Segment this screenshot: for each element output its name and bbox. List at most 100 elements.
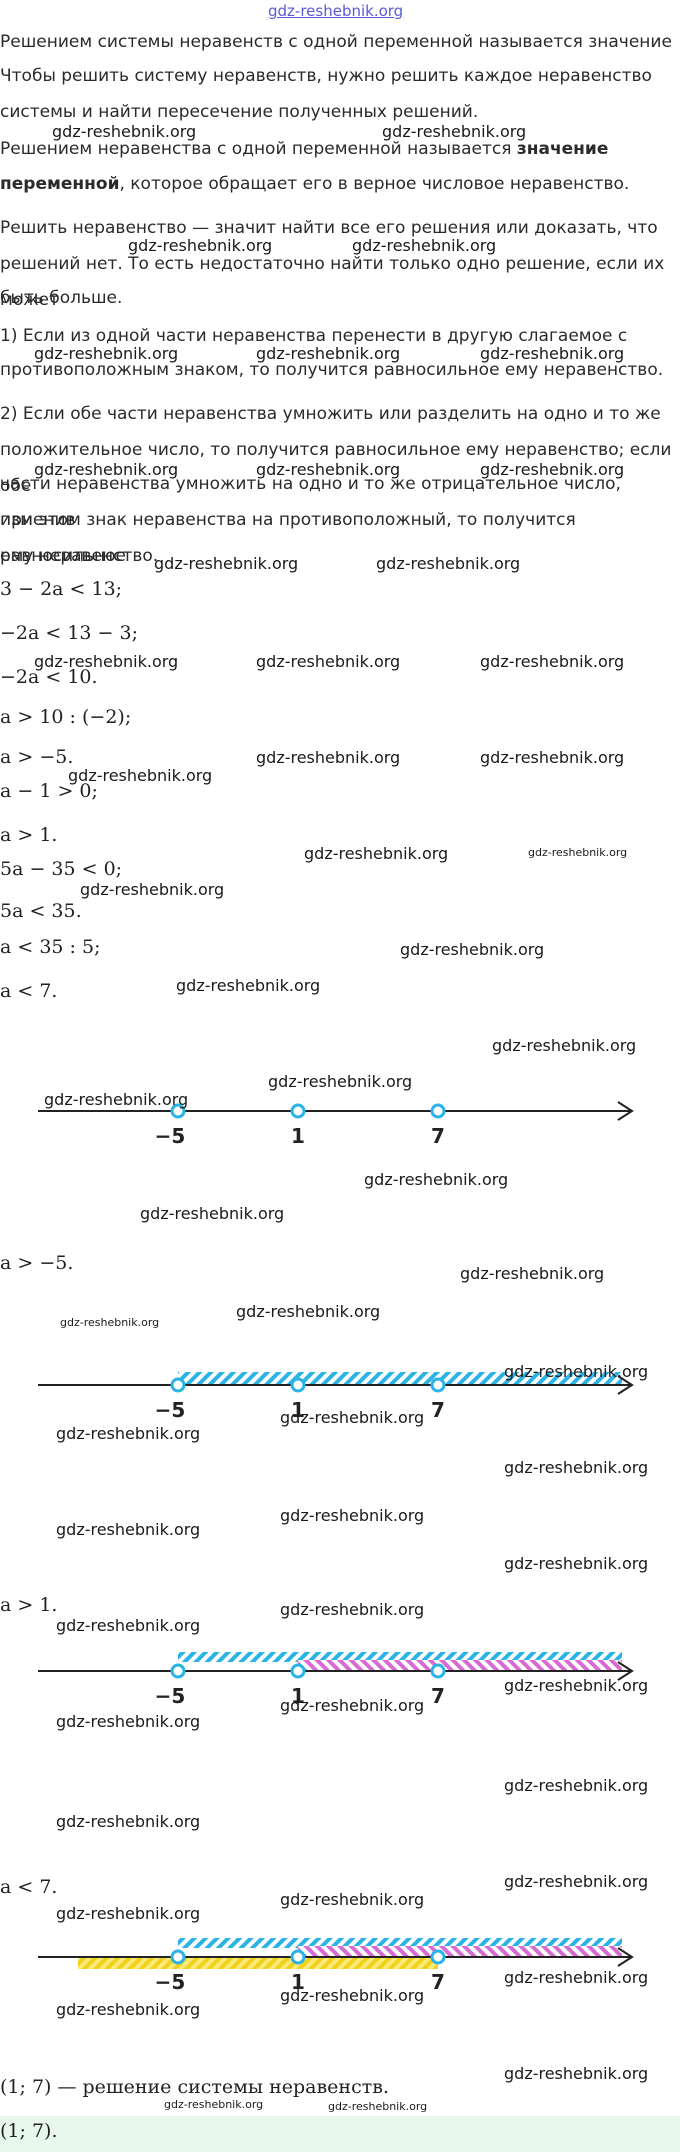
watermark: gdz-reshebnik.org bbox=[80, 880, 225, 899]
point-1 bbox=[290, 1949, 306, 1965]
point-minus-5 bbox=[170, 1663, 186, 1679]
watermark: gdz-reshebnik.org bbox=[528, 846, 628, 859]
watermark: gdz-reshebnik.org bbox=[176, 976, 321, 995]
point-7 bbox=[430, 1103, 446, 1119]
watermark: gdz-reshebnik.org bbox=[56, 1424, 201, 1443]
solution-2-label: a > 1. bbox=[0, 1594, 58, 1616]
watermark: gdz-reshebnik.org bbox=[504, 1968, 649, 1987]
watermark: gdz-reshebnik.org bbox=[460, 1264, 605, 1283]
site-link[interactable]: gdz-reshebnik.org bbox=[268, 2, 404, 20]
point-7 bbox=[430, 1377, 446, 1393]
watermark: gdz-reshebnik.org bbox=[140, 1204, 285, 1223]
watermark: gdz-reshebnik.org bbox=[376, 554, 521, 573]
label-minus-5: −5 bbox=[155, 1684, 186, 1708]
number-line-solution-3: −5 1 7 bbox=[38, 1938, 634, 1994]
watermark: gdz-reshebnik.org bbox=[154, 554, 299, 573]
watermark: gdz-reshebnik.org bbox=[56, 2000, 201, 2019]
watermark: gdz-reshebnik.org bbox=[56, 1812, 201, 1831]
watermark: gdz-reshebnik.org bbox=[480, 652, 625, 671]
shade-greater-1 bbox=[298, 1946, 622, 1956]
axis-arrow-icon bbox=[617, 1947, 634, 1967]
watermark: gdz-reshebnik.org bbox=[34, 460, 179, 479]
watermark: gdz-reshebnik.org bbox=[304, 844, 449, 863]
watermark: gdz-reshebnik.org bbox=[128, 236, 273, 255]
watermark: gdz-reshebnik.org bbox=[504, 1872, 649, 1891]
label-minus-5: −5 bbox=[155, 1970, 186, 1994]
math-line-3: −2a < 10. bbox=[0, 666, 98, 688]
watermark: gdz-reshebnik.org bbox=[504, 1458, 649, 1477]
watermark: gdz-reshebnik.org bbox=[504, 1362, 649, 1381]
label-7: 7 bbox=[431, 1398, 445, 1422]
rule-1-line-1: 1) Если из одной части неравенства перен… bbox=[0, 326, 628, 346]
shade-greater-minus-5 bbox=[178, 1652, 622, 1662]
label-1: 1 bbox=[291, 1124, 305, 1148]
watermark: gdz-reshebnik.org bbox=[328, 2100, 428, 2113]
math-line-2: −2a < 13 − 3; bbox=[0, 622, 139, 644]
watermark: gdz-reshebnik.org bbox=[56, 1520, 201, 1539]
number-line-solution-1: −5 1 7 bbox=[38, 1372, 634, 1422]
math-line-6: a − 1 > 0; bbox=[0, 780, 98, 802]
watermark: gdz-reshebnik.org bbox=[400, 940, 545, 959]
watermark: gdz-reshebnik.org bbox=[492, 1036, 637, 1055]
solution-3-label: a < 7. bbox=[0, 1876, 58, 1898]
point-7 bbox=[430, 1663, 446, 1679]
how-to-line-1: Чтобы решить систему неравенств, нужно р… bbox=[0, 66, 652, 86]
shade-greater-1 bbox=[298, 1660, 622, 1670]
math-line-4: a > 10 : (−2); bbox=[0, 706, 132, 728]
watermark: gdz-reshebnik.org bbox=[280, 1986, 425, 2005]
answer-explanation: (1; 7) — решение системы неравенств. bbox=[0, 2076, 389, 2098]
math-line-9: 5a < 35. bbox=[0, 900, 82, 922]
rule-2-line-5: ему неравенство. bbox=[0, 546, 159, 566]
number-line-points: −5 1 7 bbox=[38, 1101, 634, 1148]
watermark: gdz-reshebnik.org bbox=[68, 766, 213, 785]
final-answer: (1; 7). bbox=[0, 2120, 58, 2142]
math-line-5: a > −5. bbox=[0, 746, 74, 768]
watermark: gdz-reshebnik.org bbox=[364, 1170, 509, 1189]
inequality-definition-line-1: Решением неравенства с одной переменной … bbox=[0, 139, 609, 159]
point-1 bbox=[290, 1103, 306, 1119]
number-line-solution-2: −5 1 7 bbox=[38, 1652, 634, 1708]
axis-arrow-icon bbox=[617, 1375, 634, 1395]
point-1 bbox=[290, 1377, 306, 1393]
solution-1-label: a > −5. bbox=[0, 1252, 74, 1274]
math-line-11: a < 7. bbox=[0, 980, 58, 1002]
watermark: gdz-reshebnik.org bbox=[268, 1072, 413, 1091]
watermark: gdz-reshebnik.org bbox=[352, 236, 497, 255]
watermark: gdz-reshebnik.org bbox=[56, 1712, 201, 1731]
solve-meaning-line-1: Решить неравенство — значит найти все ег… bbox=[0, 218, 658, 238]
watermark: gdz-reshebnik.org bbox=[256, 460, 401, 479]
watermark: gdz-reshebnik.org bbox=[256, 748, 401, 767]
watermark: gdz-reshebnik.org bbox=[480, 344, 625, 363]
point-1 bbox=[290, 1663, 306, 1679]
watermark: gdz-reshebnik.org bbox=[52, 122, 197, 141]
watermark: gdz-reshebnik.org bbox=[480, 460, 625, 479]
math-line-7: a > 1. bbox=[0, 824, 58, 846]
watermark: gdz-reshebnik.org bbox=[236, 1302, 381, 1321]
watermark: gdz-reshebnik.org bbox=[56, 1904, 201, 1923]
system-definition-text: Решением системы неравенств с одной пере… bbox=[0, 32, 672, 52]
watermark: gdz-reshebnik.org bbox=[34, 652, 179, 671]
label-1: 1 bbox=[291, 1684, 305, 1708]
watermark: gdz-reshebnik.org bbox=[60, 1316, 160, 1329]
watermark: gdz-reshebnik.org bbox=[280, 1408, 425, 1427]
label-7: 7 bbox=[431, 1124, 445, 1148]
point-minus-5 bbox=[170, 1103, 186, 1119]
inequality-definition-line-2: переменной, которое обращает его в верно… bbox=[0, 174, 630, 194]
watermark: gdz-reshebnik.org bbox=[34, 344, 179, 363]
rule-2-line-3: части неравенства умножить на одно и то … bbox=[0, 474, 621, 530]
how-to-line-2: системы и найти пересечение полученных р… bbox=[0, 102, 479, 122]
point-minus-5 bbox=[170, 1949, 186, 1965]
watermark: gdz-reshebnik.org bbox=[256, 344, 401, 363]
watermark: gdz-reshebnik.org bbox=[280, 1696, 425, 1715]
axis-arrow-icon bbox=[617, 1101, 634, 1121]
shade-less-7 bbox=[78, 1957, 438, 1969]
watermark: gdz-reshebnik.org bbox=[480, 748, 625, 767]
solve-meaning-line-2: решений нет. То есть недостаточно найти … bbox=[0, 254, 665, 310]
watermark: gdz-reshebnik.org bbox=[280, 1600, 425, 1619]
label-7: 7 bbox=[431, 1684, 445, 1708]
rule-2-line-1: 2) Если обе части неравенства умножить и… bbox=[0, 404, 661, 424]
math-line-1: 3 − 2a < 13; bbox=[0, 578, 123, 600]
solve-meaning-line-3: быть больше. bbox=[0, 288, 123, 308]
rule-2-line-2: положительное число, то получится равнос… bbox=[0, 440, 672, 496]
math-line-8: 5a − 35 < 0; bbox=[0, 858, 123, 880]
